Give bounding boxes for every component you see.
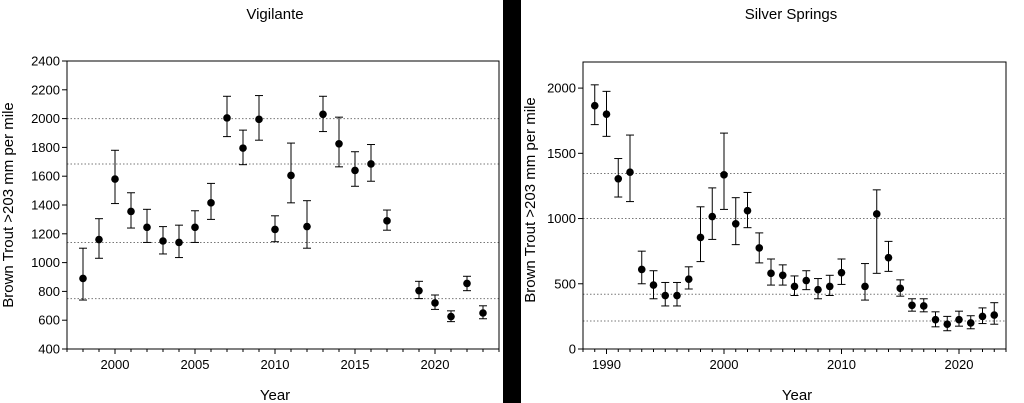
- data-point: [755, 244, 764, 252]
- data-point: [415, 286, 423, 295]
- data-point: [223, 114, 231, 122]
- y-tick-label: 1000: [547, 211, 576, 226]
- y-tick-label: 2400: [31, 54, 60, 69]
- x-axis-label: Year: [782, 387, 812, 403]
- data-point: [943, 320, 952, 329]
- data-point: [127, 207, 135, 216]
- data-point: [383, 217, 391, 225]
- data-point: [431, 299, 439, 307]
- data-point: [351, 166, 359, 175]
- y-tick-label: 2000: [31, 111, 60, 126]
- data-point: [590, 101, 599, 110]
- y-tick-label: 1200: [31, 226, 60, 241]
- y-tick-label: 2000: [547, 81, 576, 96]
- data-point: [908, 301, 916, 310]
- y-tick-label: 1000: [31, 255, 60, 270]
- chart-title: Vigilante: [246, 6, 303, 23]
- chart-panel-vigilante: Vigilante Year Brown Trout >203 mm per m…: [0, 0, 503, 403]
- y-tick-label: 1600: [31, 169, 60, 184]
- data-point: [966, 319, 975, 327]
- data-point: [661, 291, 670, 300]
- data-point: [649, 281, 658, 289]
- x-tick-label: 2020: [945, 357, 974, 372]
- data-point: [790, 282, 799, 291]
- data-point: [767, 269, 775, 278]
- y-tick-label: 800: [38, 284, 60, 299]
- y-tick-label: 1800: [31, 140, 60, 155]
- data-point: [191, 223, 199, 232]
- plot-frame: [582, 61, 1007, 350]
- data-point: [720, 171, 728, 179]
- y-axis-label: Brown Trout >203 mm per mile: [522, 97, 539, 303]
- data-point: [931, 315, 940, 324]
- data-point: [602, 110, 611, 118]
- data-point: [79, 274, 87, 283]
- chart-silver-springs: Silver Springs Year Brown Trout >203 mm …: [522, 6, 1007, 403]
- data-point: [684, 275, 693, 284]
- data-point: [95, 235, 103, 244]
- y-axis-label: Brown Trout >203 mm per mile: [0, 102, 17, 308]
- y-tick-label: 1400: [31, 198, 60, 213]
- x-tick-label: 2000: [101, 357, 130, 372]
- data-point: [637, 265, 646, 274]
- x-axis-label: Year: [260, 387, 290, 403]
- data-point: [673, 291, 681, 300]
- y-tick-label: 0: [569, 342, 576, 357]
- data-point: [825, 282, 834, 291]
- y-tick-label: 1500: [547, 146, 576, 161]
- data-point: [626, 168, 634, 177]
- y-tick-label: 400: [38, 342, 60, 357]
- x-tick-label: 2020: [421, 357, 450, 372]
- data-point: [731, 219, 740, 228]
- data-point: [696, 233, 705, 242]
- data-point: [239, 144, 247, 152]
- data-point: [861, 282, 869, 291]
- data-point: [271, 225, 279, 234]
- x-tick-label: 2010: [261, 357, 290, 372]
- chart-panel-silver-springs: Silver Springs Year Brown Trout >203 mm …: [521, 0, 1024, 403]
- x-tick-label: 2005: [181, 357, 210, 372]
- data-point: [837, 268, 846, 277]
- data-point: [708, 212, 717, 221]
- data-point: [463, 279, 471, 288]
- data-point: [802, 276, 811, 285]
- data-point: [335, 140, 343, 148]
- y-tick-label: 500: [554, 276, 576, 291]
- data-point: [447, 312, 455, 321]
- data-point: [614, 174, 623, 183]
- data-point: [367, 160, 375, 168]
- data-point: [303, 222, 311, 231]
- data-point: [919, 302, 928, 310]
- data-point: [978, 312, 987, 321]
- data-point: [143, 223, 151, 232]
- data-point: [175, 238, 183, 247]
- data-point: [479, 309, 487, 317]
- data-point: [778, 271, 787, 280]
- x-tick-label: 2000: [710, 357, 739, 372]
- data-point: [111, 175, 119, 183]
- data-point: [743, 206, 752, 215]
- chart-title: Silver Springs: [745, 6, 838, 23]
- data-point: [255, 115, 263, 124]
- data-point: [287, 171, 295, 180]
- data-point: [884, 253, 893, 262]
- y-tick-label: 2200: [31, 82, 60, 97]
- data-point: [872, 210, 881, 218]
- data-point: [955, 315, 963, 324]
- data-point: [990, 311, 999, 319]
- data-point: [814, 285, 822, 294]
- x-tick-label: 2015: [341, 357, 370, 372]
- y-tick-label: 600: [38, 313, 60, 328]
- data-point: [207, 199, 215, 207]
- x-tick-label: 2010: [827, 357, 856, 372]
- data-point: [319, 110, 327, 119]
- x-tick-label: 1990: [592, 357, 621, 372]
- data-point: [159, 237, 167, 245]
- data-point: [896, 284, 905, 293]
- chart-vigilante: Vigilante Year Brown Trout >203 mm per m…: [0, 6, 500, 403]
